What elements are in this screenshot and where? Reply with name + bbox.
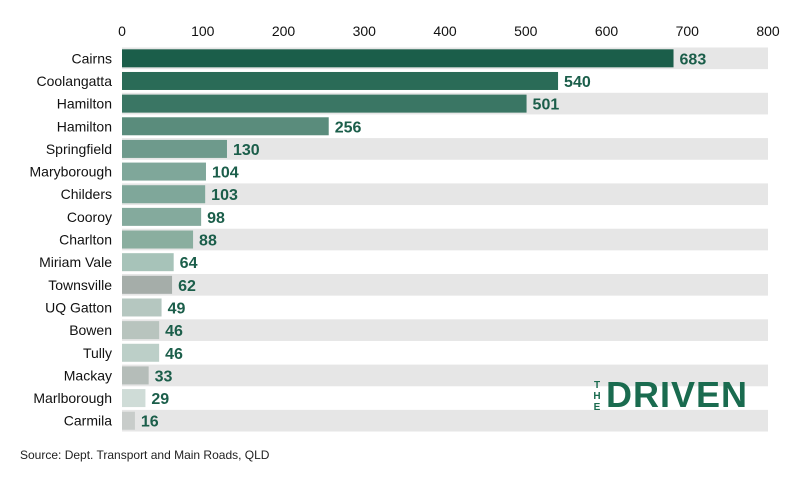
x-tick-label: 700 [676, 23, 700, 39]
value-label: 64 [180, 255, 198, 272]
value-label: 62 [178, 278, 196, 295]
bar [122, 162, 206, 181]
bar [122, 117, 329, 136]
category-label: Marlborough [33, 390, 112, 406]
value-label: 88 [199, 233, 217, 250]
category-label: Mackay [64, 367, 112, 383]
bar [122, 253, 174, 272]
category-label: Bowen [69, 322, 112, 338]
x-tick-label: 500 [514, 23, 538, 39]
bar [122, 207, 202, 226]
bar [122, 185, 206, 204]
bar [122, 49, 674, 68]
value-label: 540 [564, 74, 591, 91]
row-band [122, 228, 768, 251]
row-band [122, 138, 768, 160]
category-label: Coolangatta [36, 73, 112, 89]
value-label: 46 [165, 346, 183, 363]
source-note: Source: Dept. Transport and Main Roads, … [20, 448, 270, 462]
bar [122, 275, 173, 294]
row-band [122, 364, 768, 387]
row-band [122, 274, 768, 296]
bar [122, 411, 135, 430]
value-label: 103 [211, 187, 238, 204]
value-label: 104 [212, 165, 239, 182]
category-label: Charlton [59, 232, 112, 248]
value-label: 33 [155, 368, 173, 385]
x-tick-label: 200 [272, 23, 296, 39]
category-label: Cooroy [67, 209, 112, 225]
category-label: Maryborough [30, 164, 113, 180]
x-tick-label: 100 [191, 23, 215, 39]
value-label: 683 [680, 51, 707, 68]
bar [122, 343, 160, 362]
value-label: 130 [233, 142, 260, 159]
value-label: 501 [533, 97, 560, 114]
bar [122, 139, 227, 158]
category-label: Hamilton [57, 96, 112, 112]
row-band [122, 183, 768, 206]
bar [122, 298, 162, 317]
category-label: Tully [83, 345, 112, 361]
category-label: Miriam Vale [39, 254, 112, 270]
category-label: Townsville [48, 277, 112, 293]
category-label: UQ Gatton [45, 299, 112, 315]
value-label: 256 [335, 119, 362, 136]
category-label: Springfield [46, 141, 112, 157]
bar [122, 389, 146, 408]
bar [122, 366, 149, 385]
row-band [122, 409, 768, 432]
category-label: Childers [61, 186, 112, 202]
x-tick-label: 0 [118, 23, 126, 39]
x-tick-label: 800 [756, 23, 780, 39]
bar [122, 230, 194, 249]
x-tick-label: 400 [433, 23, 457, 39]
category-label: Cairns [72, 50, 112, 66]
x-tick-label: 600 [595, 23, 619, 39]
bar [122, 321, 160, 340]
category-label: Hamilton [57, 118, 112, 134]
bar [122, 94, 527, 113]
bar-chart: 0 100 200 300 400 500 600 700 800 Cairns 683 Coolan… [30, 23, 780, 432]
bar [122, 71, 559, 90]
category-label: Carmila [64, 413, 112, 429]
x-tick-label: 300 [353, 23, 377, 39]
value-label: 16 [141, 414, 159, 431]
row-band [122, 319, 768, 341]
value-label: 98 [207, 210, 225, 227]
logo-big-text: DRIVEN [606, 374, 749, 415]
value-label: 29 [151, 391, 169, 408]
value-label: 49 [168, 300, 186, 317]
value-label: 46 [165, 323, 183, 340]
